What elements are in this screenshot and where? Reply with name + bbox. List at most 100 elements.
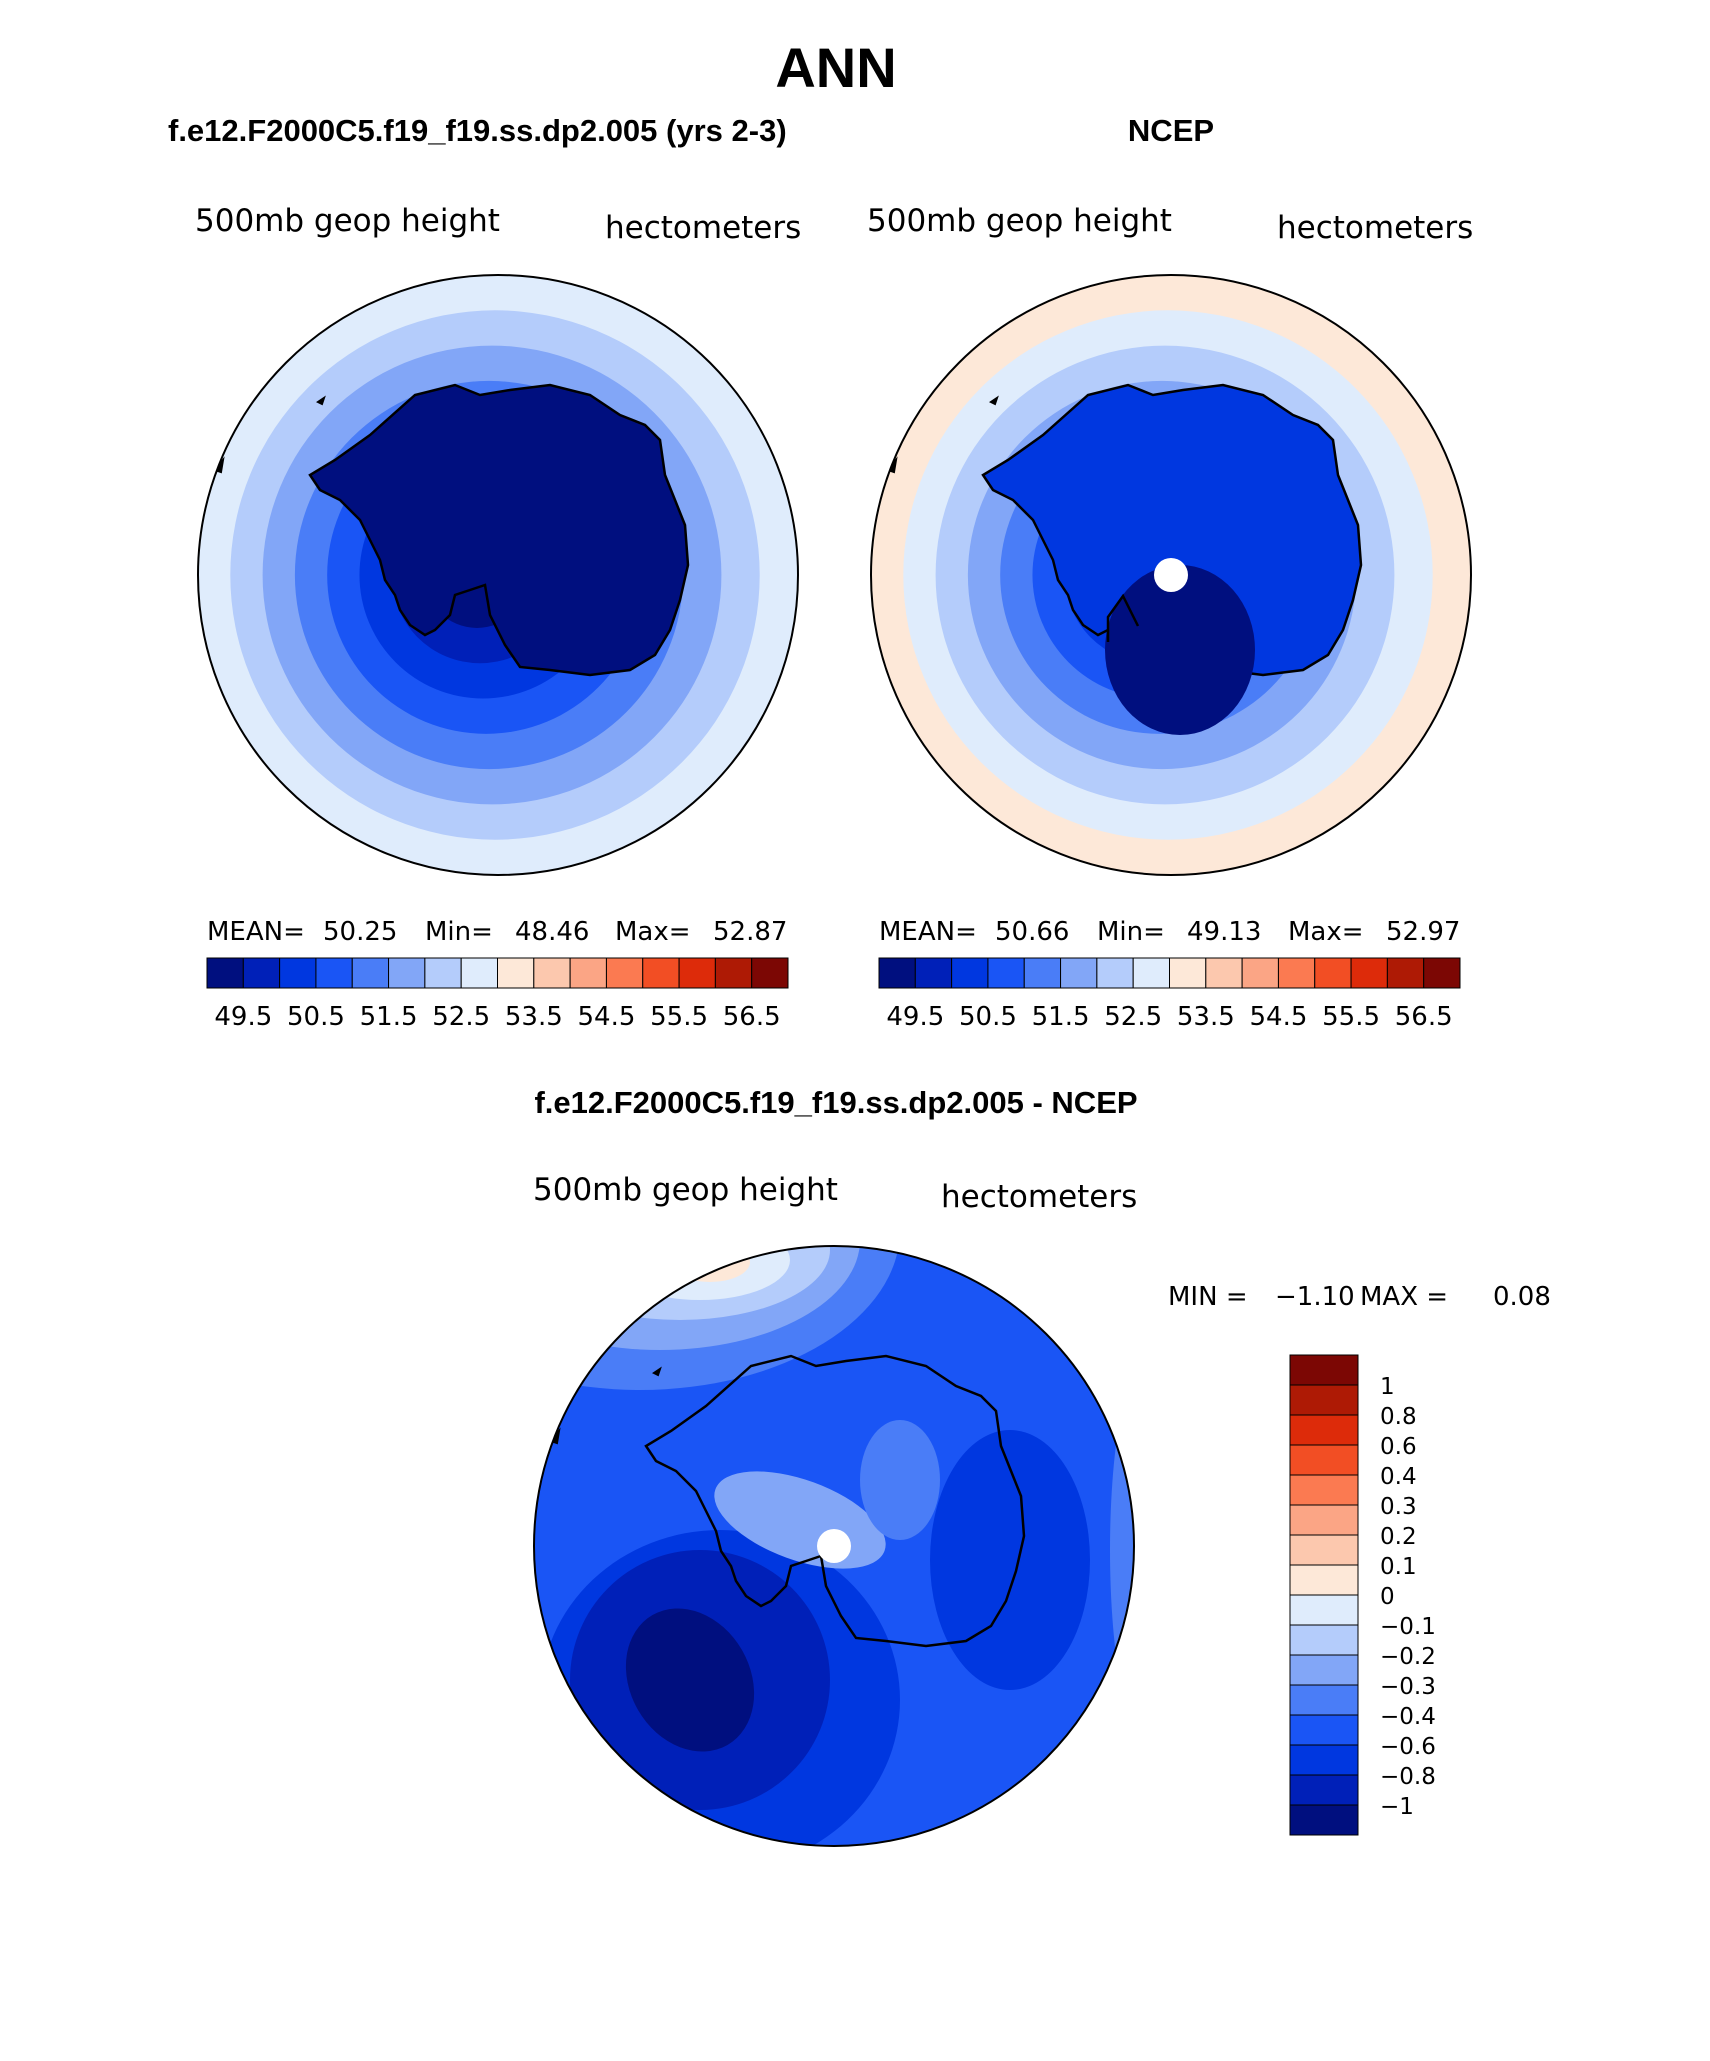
colorbar-swatch (533, 957, 571, 989)
min-value: −1.10 (1275, 1282, 1355, 1312)
map-outline (870, 274, 1472, 876)
colorbar-tick-label: 55.5 (650, 1002, 708, 1032)
colorbar-swatch (460, 957, 498, 989)
colorbar-swatch (751, 957, 789, 989)
colorbar-swatch (1289, 1594, 1359, 1626)
panel-ncep: NCEP 500mb geop height hectometers MEAN=… (867, 113, 1473, 1032)
colorbar-swatch (497, 957, 535, 989)
max-label: Max= (615, 917, 691, 947)
colorbar-swatch (878, 957, 916, 989)
colorbar-tick-label: 51.5 (360, 1002, 418, 1032)
colorbar-swatch (1289, 1504, 1359, 1536)
colorbar-swatch (1423, 957, 1461, 989)
colorbar-tick-label: −0.6 (1380, 1734, 1436, 1760)
colorbar-tick-label: 0.4 (1380, 1464, 1417, 1490)
colorbar-swatch (1023, 957, 1062, 989)
colorbar-swatch (1289, 1714, 1359, 1746)
colorbar-tick-label: −0.2 (1380, 1644, 1436, 1670)
colorbar-swatch (279, 957, 317, 989)
colorbar-model: 49.5 50.5 51.5 52.5 53.5 54.5 55.5 56.5 (206, 957, 789, 1032)
field-label: 500mb geop height (533, 1172, 838, 1208)
colorbar-tick-label: 49.5 (214, 1002, 272, 1032)
low-center (1105, 565, 1255, 735)
colorbar-swatch (1314, 957, 1352, 989)
colorbar-swatch (1289, 1444, 1359, 1476)
colorbar-swatch (1289, 1624, 1359, 1656)
colorbar-swatch (1386, 957, 1425, 989)
colorbar-swatch (1289, 1774, 1359, 1806)
min-max-line: MIN = −1.10 MAX = 0.08 (1168, 1282, 1551, 1312)
colorbar-swatch (1350, 957, 1388, 989)
mean-label: MEAN= (207, 917, 305, 947)
stats-line: MEAN= 50.66 Min= 49.13 Max= 52.97 (879, 917, 1460, 947)
units-label: hectometers (605, 210, 801, 246)
colorbar-tick-label: 51.5 (1032, 1002, 1090, 1032)
pole-hole (1154, 558, 1188, 592)
colorbar-swatch (1289, 1804, 1359, 1836)
colorbar-swatch (1060, 957, 1098, 989)
colorbar-swatch (1277, 957, 1316, 989)
colorbar-swatch (714, 957, 753, 989)
colorbar-tick-label: 50.5 (287, 1002, 345, 1032)
max-value: 52.87 (713, 917, 787, 947)
min-value: 49.13 (1187, 917, 1261, 947)
mean-value: 50.25 (323, 917, 397, 947)
colorbar-tick-label: 54.5 (577, 1002, 635, 1032)
colorbar-swatch (605, 957, 644, 989)
max-label: MAX = (1360, 1282, 1448, 1312)
colorbar-swatch (315, 957, 353, 989)
panel-title: NCEP (1128, 113, 1214, 148)
colorbar-swatch (1289, 1534, 1359, 1566)
colorbar-tick-label: −1 (1380, 1794, 1414, 1820)
colorbar-swatch (1289, 1684, 1359, 1716)
field-label: 500mb geop height (867, 203, 1172, 239)
colorbar-swatch (242, 957, 281, 989)
colorbar-tick-label: −0.3 (1380, 1674, 1436, 1700)
stats-line: MEAN= 50.25 Min= 48.46 Max= 52.87 (207, 917, 787, 947)
mean-value: 50.66 (995, 917, 1069, 947)
colorbar-tick-label: 53.5 (505, 1002, 563, 1032)
colorbar-difference: 1 0.8 0.6 0.4 0.3 0.2 0.1 0 −0.1 −0.2 −0.3 −0.4 −0.6… (1289, 1354, 1436, 1836)
units-label: hectometers (1277, 210, 1473, 246)
colorbar-tick-label: −0.1 (1380, 1614, 1436, 1640)
colorbar-swatch (1241, 957, 1279, 989)
colorbar-swatch (1289, 1414, 1359, 1446)
colorbar-swatch (1289, 1744, 1359, 1776)
min-value: 48.46 (515, 917, 589, 947)
colorbar-tick-label: 52.5 (1104, 1002, 1162, 1032)
units-label: hectometers (941, 1179, 1137, 1215)
colorbar-tick-label: 52.5 (432, 1002, 490, 1032)
colorbar-swatch (1289, 1474, 1359, 1506)
colorbar-swatch (1289, 1354, 1359, 1386)
map-ncep (871, 275, 1471, 875)
max-label: Max= (1288, 917, 1364, 947)
colorbar-swatch (351, 957, 390, 989)
colorbar-tick-label: 0.6 (1380, 1434, 1417, 1460)
colorbar-tick-label: 0 (1380, 1584, 1395, 1610)
colorbar-swatch (1096, 957, 1134, 989)
colorbar-tick-label: 56.5 (723, 1002, 781, 1032)
colorbar-swatch (1132, 957, 1170, 989)
colorbar-swatch (1169, 957, 1207, 989)
colorbar-swatch (1289, 1384, 1359, 1416)
map-outline (533, 1245, 1135, 1847)
colorbar-ncep: 49.5 50.5 51.5 52.5 53.5 54.5 55.5 56.5 (878, 957, 1461, 1032)
pole-hole (817, 1529, 851, 1563)
min-label: MIN = (1168, 1282, 1248, 1312)
colorbar-swatch (424, 957, 462, 989)
panel-title: f.e12.F2000C5.f19_f19.ss.dp2.005 - NCEP (534, 1085, 1137, 1120)
colorbar-tick-label: 54.5 (1249, 1002, 1307, 1032)
colorbar-tick-label: 0.1 (1380, 1554, 1417, 1580)
colorbar-swatch (1289, 1654, 1359, 1686)
max-value: 52.97 (1386, 917, 1460, 947)
colorbar-swatch (951, 957, 989, 989)
colorbar-tick-label: 0.8 (1380, 1404, 1417, 1430)
panel-title: f.e12.F2000C5.f19_f19.ss.dp2.005 (yrs 2-… (168, 113, 787, 148)
min-label: Min= (1097, 917, 1165, 947)
colorbar-swatch (1289, 1564, 1359, 1596)
colorbar-tick-label: 50.5 (959, 1002, 1017, 1032)
colorbar-tick-label: −0.8 (1380, 1764, 1436, 1790)
colorbar-swatch (1205, 957, 1243, 989)
mean-label: MEAN= (879, 917, 977, 947)
